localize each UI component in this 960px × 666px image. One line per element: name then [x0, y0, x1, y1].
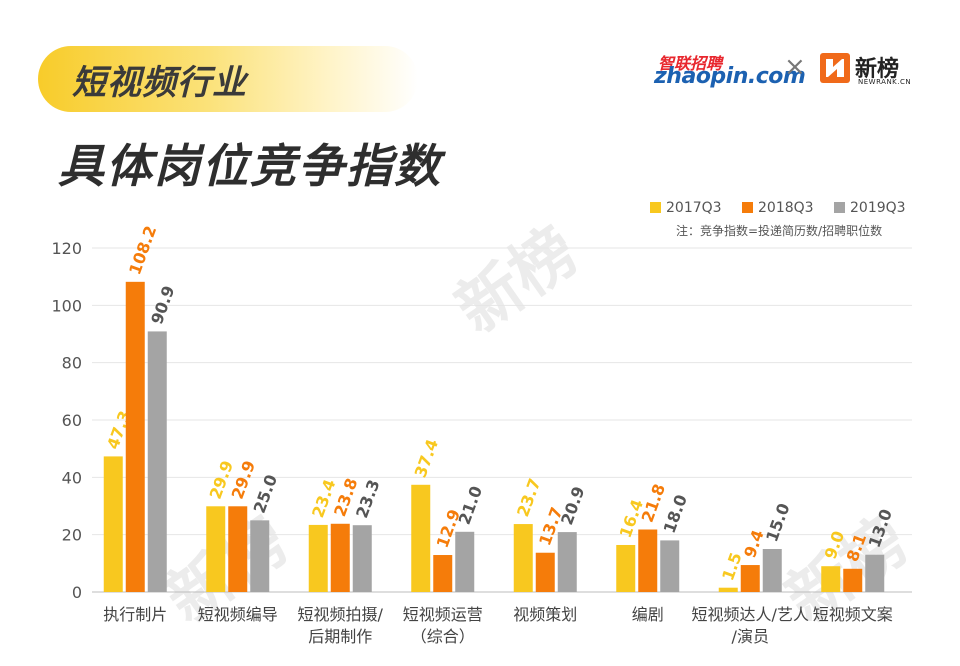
bar [411, 484, 431, 592]
x-tick-label: 编剧 [632, 605, 664, 624]
legend-swatch-2018q3 [742, 202, 753, 213]
bar [147, 331, 167, 592]
legend-swatch-2017q3 [650, 202, 661, 213]
data-label: 108.2 [125, 223, 160, 277]
legend-item-2018q3: 2018Q3 [742, 200, 814, 216]
data-label: 15.0 [762, 501, 793, 545]
y-tick-label: 40 [62, 468, 82, 487]
chart-title: 具体岗位竞争指数 [58, 139, 442, 193]
bar [513, 524, 533, 592]
legend-item-2017q3: 2017Q3 [650, 200, 722, 216]
data-label: 37.4 [411, 437, 442, 481]
bar [660, 540, 680, 592]
legend-label-2019q3: 2019Q3 [850, 200, 906, 216]
x-tick-label: 短视频运营 [403, 605, 483, 624]
bar [206, 506, 226, 592]
industry-label: 短视频行业 [72, 63, 247, 103]
newrank-logo-cn: 新榜 [855, 57, 900, 82]
bar [228, 506, 248, 592]
x-tick-label: 短视频文案 [813, 605, 893, 624]
data-label: 20.9 [557, 484, 588, 528]
data-label: 23.7 [513, 476, 544, 520]
bar [103, 456, 123, 592]
bar [718, 587, 738, 592]
legend-label-2017q3: 2017Q3 [666, 200, 722, 216]
bar [557, 532, 577, 592]
zhaopin-logo-en: zhaopin.com [654, 64, 806, 89]
bar [330, 523, 350, 592]
bar [250, 520, 270, 592]
legend-label-2018q3: 2018Q3 [758, 200, 814, 216]
bar [352, 525, 372, 592]
bar [740, 565, 760, 592]
bar [125, 281, 145, 592]
x-tick-label: 短视频拍摄/ [298, 605, 384, 624]
y-tick-label: 60 [62, 411, 82, 430]
cross-icon: × [784, 52, 806, 82]
x-tick-label: 短视频编导 [198, 605, 278, 624]
zhaopin-logo-cn: 智联招聘 [658, 54, 723, 73]
newrank-logo-icon [820, 53, 850, 83]
data-label: 25.0 [250, 472, 281, 516]
data-label: 21.0 [455, 484, 486, 528]
x-tick-label: /演员 [732, 627, 769, 646]
industry-pill [38, 46, 418, 112]
legend-item-2019q3: 2019Q3 [834, 200, 906, 216]
bar [762, 549, 782, 592]
x-tick-label: 后期制作 [308, 627, 372, 646]
legend-swatch-2019q3 [834, 202, 845, 213]
y-tick-label: 0 [72, 583, 82, 602]
y-tick-label: 80 [62, 354, 82, 373]
x-tick-label: 执行制片 [103, 605, 167, 624]
data-label: 13.0 [865, 506, 896, 550]
bar [455, 531, 475, 592]
y-tick-label: 100 [51, 296, 82, 315]
chart-note: 注：竞争指数=投递简历数/招聘职位数 [676, 224, 883, 238]
bar [433, 555, 453, 592]
bar [535, 552, 555, 592]
bar [308, 524, 328, 592]
bar [616, 544, 636, 592]
bar [865, 554, 885, 592]
bar [638, 529, 658, 592]
x-tick-label: 视频策划 [513, 605, 577, 624]
bar [821, 566, 841, 592]
y-tick-label: 120 [51, 239, 82, 258]
x-tick-label: （综合） [411, 627, 475, 646]
newrank-logo-en: NEWRANK.CN [858, 78, 912, 86]
bar [843, 568, 863, 592]
x-tick-label: 短视频达人/艺人 [692, 605, 809, 624]
y-tick-label: 20 [62, 526, 82, 545]
